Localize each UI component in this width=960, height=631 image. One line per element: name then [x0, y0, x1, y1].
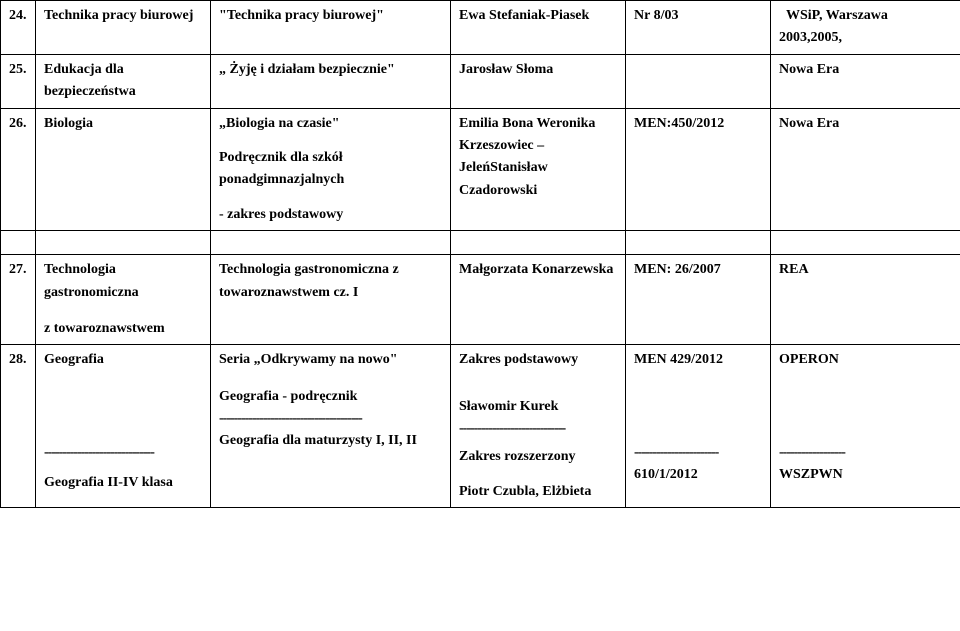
- separator: -----------------------------: [459, 418, 617, 440]
- book-cell: „Biologia na czasie" Podręcznik dla szkó…: [211, 108, 451, 231]
- book-line: - zakres podstawowy: [219, 204, 442, 226]
- author-cell: Zakres podstawowy Sławomir Kurek -------…: [451, 345, 626, 508]
- author-line: Zakres rozszerzony: [459, 446, 617, 468]
- author-line: Sławomir Kurek: [459, 396, 617, 418]
- subject-cell: Edukacja dla bezpieczeństwa: [36, 54, 211, 108]
- book-cell: "Technika pracy biurowej": [211, 1, 451, 55]
- table-row: 24. Technika pracy biurowej "Technika pr…: [1, 1, 960, 55]
- book-cell: „ Żyję i działam bezpiecznie": [211, 54, 451, 108]
- book-line: Seria „Odkrywamy na nowo": [219, 349, 442, 371]
- row-number: 28.: [1, 345, 36, 508]
- row-number: 26.: [1, 108, 36, 231]
- subject-cell: Technika pracy biurowej: [36, 1, 211, 55]
- separator: ---------------------------------------: [219, 408, 442, 430]
- men-cell: MEN: 26/2007: [626, 255, 771, 345]
- men-line: 610/1/2012: [634, 464, 762, 486]
- book-line: „Biologia na czasie": [219, 113, 442, 135]
- book-line: Geografia dla maturzysty I, II, II: [219, 430, 442, 452]
- subject-cell: Technologia gastronomiczna z towaroznaws…: [36, 255, 211, 345]
- separator: ------------------------------: [44, 442, 202, 464]
- book-line: Geografia - podręcznik: [219, 386, 442, 408]
- men-line: MEN 429/2012: [634, 349, 762, 371]
- publisher-cell: Nowa Era: [771, 108, 960, 231]
- book-cell: Seria „Odkrywamy na nowo" Geografia - po…: [211, 345, 451, 508]
- subject-cell: Biologia: [36, 108, 211, 231]
- author-line: Piotr Czubla, Elżbieta: [459, 481, 617, 503]
- document-page: 24. Technika pracy biurowej "Technika pr…: [0, 0, 960, 508]
- subject-line: Geografia: [44, 349, 202, 371]
- table-row: 27. Technologia gastronomiczna z towaroz…: [1, 255, 960, 345]
- separator: -----------------------: [634, 442, 762, 464]
- men-cell: MEN 429/2012 ----------------------- 610…: [626, 345, 771, 508]
- curriculum-table: 24. Technika pracy biurowej "Technika pr…: [0, 0, 960, 508]
- publisher-cell: REA: [771, 255, 960, 345]
- row-number: 24.: [1, 1, 36, 55]
- separator: ------------------: [779, 442, 952, 464]
- book-cell: Technologia gastronomiczna z towaroznaws…: [211, 255, 451, 345]
- book-line: Podręcznik dla szkół ponadgimnazjalnych: [219, 147, 442, 192]
- publisher-cell: WSiP, Warszawa 2003,2005,: [771, 1, 960, 55]
- table-row: 26. Biologia „Biologia na czasie" Podręc…: [1, 108, 960, 231]
- row-number: 25.: [1, 54, 36, 108]
- author-cell: Jarosław Słoma: [451, 54, 626, 108]
- publisher-line: WSZPWN: [779, 464, 952, 486]
- men-cell: [626, 54, 771, 108]
- spacer-row: [1, 231, 960, 255]
- men-cell: MEN:450/2012: [626, 108, 771, 231]
- author-cell: Emilia Bona Weronika Krzeszowiec – Jeleń…: [451, 108, 626, 231]
- row-number: 27.: [1, 255, 36, 345]
- subject-line: Geografia II-IV klasa: [44, 472, 202, 494]
- subject-line: z towaroznawstwem: [44, 318, 202, 340]
- publisher-line: OPERON: [779, 349, 952, 371]
- publisher-cell: Nowa Era: [771, 54, 960, 108]
- author-line: Zakres podstawowy: [459, 349, 617, 371]
- publisher-cell: OPERON ------------------ WSZPWN: [771, 345, 960, 508]
- author-cell: Małgorzata Konarzewska: [451, 255, 626, 345]
- table-row: 25. Edukacja dla bezpieczeństwa „ Żyję i…: [1, 54, 960, 108]
- author-cell: Ewa Stefaniak-Piasek: [451, 1, 626, 55]
- subject-cell: Geografia ------------------------------…: [36, 345, 211, 508]
- subject-line: Technologia gastronomiczna: [44, 259, 202, 304]
- men-cell: Nr 8/03: [626, 1, 771, 55]
- table-row: 28. Geografia --------------------------…: [1, 345, 960, 508]
